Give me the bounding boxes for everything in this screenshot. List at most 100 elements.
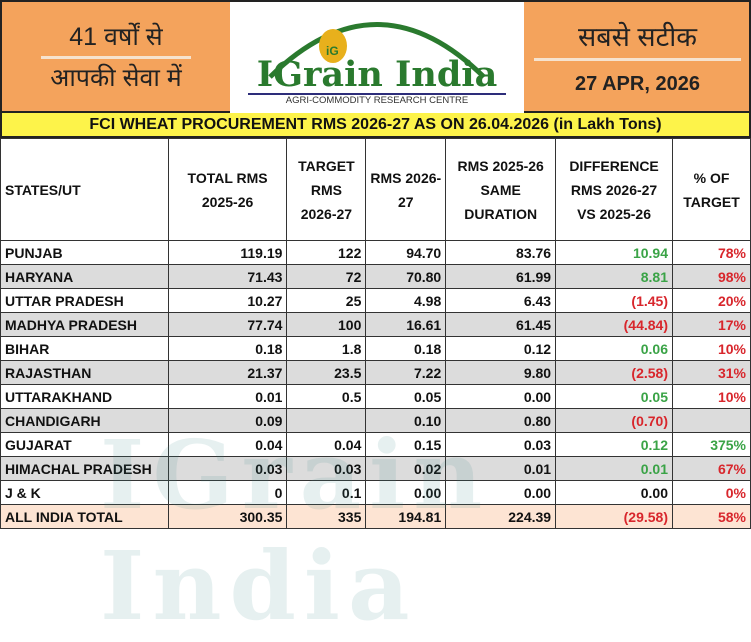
- cell-diff: (29.58): [555, 504, 673, 529]
- table-row: UTTARAKHAND 0.01 0.5 0.05 0.00 0.05 10%: [0, 384, 751, 409]
- cell-pct: 20%: [672, 288, 751, 313]
- header-banner: 41 वर्षों से आपकी सेवा में iG IGrain Ind…: [0, 0, 751, 113]
- column-header: % OF TARGET: [672, 138, 751, 241]
- table-row: ALL INDIA TOTAL 300.35 335 194.81 224.39 (29.…: [0, 504, 751, 529]
- cell-target: 1.8: [286, 336, 367, 361]
- logo-subtitle: AGRI-COMMODITY RESEARCH CENTRE: [285, 95, 469, 106]
- tagline-line1: 41 वर्षों से: [69, 23, 163, 51]
- table-row: MADHYA PRADESH 77.74 100 16.61 61.45 (44.84) 1…: [0, 312, 751, 337]
- cell-target: 0.03: [286, 456, 367, 481]
- cell-diff: 0.01: [555, 456, 673, 481]
- column-header: TOTAL RMS 2025-26: [167, 138, 288, 241]
- cell-target: 25: [286, 288, 367, 313]
- cell-target: 100: [286, 312, 367, 337]
- cell-pct: 98%: [672, 264, 751, 289]
- cell-diff: 8.81: [555, 264, 673, 289]
- divider: [41, 56, 191, 59]
- cell-total: 10.27: [167, 288, 288, 313]
- cell-state: HARYANA: [0, 264, 169, 289]
- cell-rms: 16.61: [365, 312, 447, 337]
- cell-total: 0.09: [167, 408, 288, 433]
- table-row: GUJARAT 0.04 0.04 0.15 0.03 0.12 375%: [0, 432, 751, 457]
- cell-total: 119.19: [167, 240, 288, 265]
- logo-arch-icon: iG: [268, 22, 486, 79]
- table-row: CHANDIGARH 0.09 0.10 0.80 (0.70): [0, 408, 751, 433]
- date-panel: सबसे सटीक 27 APR, 2026: [524, 2, 751, 113]
- cell-target: 0.04: [286, 432, 367, 457]
- cell-pct: 10%: [672, 336, 751, 361]
- cell-diff: 0.00: [555, 480, 673, 505]
- cell-pct: [672, 408, 751, 433]
- column-header: STATES/UT: [0, 138, 169, 241]
- table-row: BIHAR 0.18 1.8 0.18 0.12 0.06 10%: [0, 336, 751, 361]
- cell-prev: 224.39: [445, 504, 557, 529]
- cell-total: 300.35: [167, 504, 288, 529]
- cell-target: 72: [286, 264, 367, 289]
- table-row: RAJASTHAN 21.37 23.5 7.22 9.80 (2.58) 31%: [0, 360, 751, 385]
- cell-total: 0.18: [167, 336, 288, 361]
- cell-rms: 0.02: [365, 456, 447, 481]
- cell-state: MADHYA PRADESH: [0, 312, 169, 337]
- svg-text:iG: iG: [326, 44, 339, 58]
- cell-pct: 10%: [672, 384, 751, 409]
- igrain-logo: iG IGrain India AGRI-COMMODITY RESEARCH …: [230, 2, 524, 113]
- cell-state: HIMACHAL PRADESH: [0, 456, 169, 481]
- cell-prev: 61.99: [445, 264, 557, 289]
- cell-prev: 0.80: [445, 408, 557, 433]
- cell-pct: 67%: [672, 456, 751, 481]
- cell-diff: (0.70): [555, 408, 673, 433]
- cell-state: GUJARAT: [0, 432, 169, 457]
- cell-state: PUNJAB: [0, 240, 169, 265]
- cell-rms: 0.00: [365, 480, 447, 505]
- cell-rms: 0.15: [365, 432, 447, 457]
- table-row: HARYANA 71.43 72 70.80 61.99 8.81 98%: [0, 264, 751, 289]
- logo-underline: [248, 93, 506, 95]
- cell-rms: 94.70: [365, 240, 447, 265]
- cell-state: CHANDIGARH: [0, 408, 169, 433]
- table-row: PUNJAB 119.19 122 94.70 83.76 10.94 78%: [0, 240, 751, 265]
- cell-prev: 9.80: [445, 360, 557, 385]
- cell-rms: 0.18: [365, 336, 447, 361]
- table-row: HIMACHAL PRADESH 0.03 0.03 0.02 0.01 0.01 67%: [0, 456, 751, 481]
- cell-diff: 0.12: [555, 432, 673, 457]
- cell-total: 0: [167, 480, 288, 505]
- report-title: FCI WHEAT PROCUREMENT RMS 2026-27 AS ON …: [0, 113, 751, 138]
- cell-diff: (44.84): [555, 312, 673, 337]
- cell-state: UTTARAKHAND: [0, 384, 169, 409]
- cell-diff: (2.58): [555, 360, 673, 385]
- cell-rms: 0.05: [365, 384, 447, 409]
- cell-rms: 70.80: [365, 264, 447, 289]
- slogan: सबसे सटीक: [577, 21, 697, 52]
- cell-target: 0.5: [286, 384, 367, 409]
- cell-prev: 0.01: [445, 456, 557, 481]
- cell-state: J & K: [0, 480, 169, 505]
- cell-pct: 58%: [672, 504, 751, 529]
- cell-diff: 0.05: [555, 384, 673, 409]
- cell-target: [286, 408, 367, 433]
- cell-target: 335: [286, 504, 367, 529]
- cell-prev: 83.76: [445, 240, 557, 265]
- cell-rms: 7.22: [365, 360, 447, 385]
- report-date: 27 APR, 2026: [575, 72, 700, 95]
- cell-diff: (1.45): [555, 288, 673, 313]
- cell-rms: 0.10: [365, 408, 447, 433]
- cell-total: 21.37: [167, 360, 288, 385]
- table-row: J & K 0 0.1 0.00 0.00 0.00 0%: [0, 480, 751, 505]
- cell-prev: 6.43: [445, 288, 557, 313]
- cell-total: 0.03: [167, 456, 288, 481]
- tagline-line2: आपकी सेवा में: [50, 64, 182, 92]
- column-header: DIFFERENCE RMS 2026-27 VS 2025-26: [555, 138, 673, 241]
- divider: [534, 57, 741, 61]
- cell-total: 0.04: [167, 432, 288, 457]
- cell-state: ALL INDIA TOTAL: [0, 504, 169, 529]
- cell-pct: 0%: [672, 480, 751, 505]
- cell-total: 71.43: [167, 264, 288, 289]
- table-row: UTTAR PRADESH 10.27 25 4.98 6.43 (1.45) 20%: [0, 288, 751, 313]
- cell-prev: 0.00: [445, 480, 557, 505]
- cell-state: UTTAR PRADESH: [0, 288, 169, 313]
- cell-total: 0.01: [167, 384, 288, 409]
- cell-target: 0.1: [286, 480, 367, 505]
- logo-text: IGrain India: [256, 54, 498, 95]
- cell-pct: 375%: [672, 432, 751, 457]
- cell-pct: 78%: [672, 240, 751, 265]
